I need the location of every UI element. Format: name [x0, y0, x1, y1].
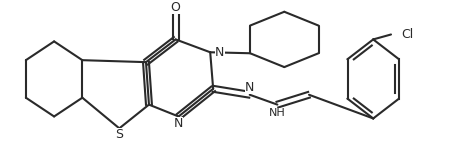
Text: NH: NH [269, 107, 286, 117]
Text: S: S [115, 128, 123, 141]
Text: N: N [174, 117, 183, 130]
Text: N: N [215, 46, 225, 59]
Text: N: N [245, 81, 254, 94]
Text: O: O [171, 1, 181, 14]
Text: Cl: Cl [401, 28, 413, 41]
